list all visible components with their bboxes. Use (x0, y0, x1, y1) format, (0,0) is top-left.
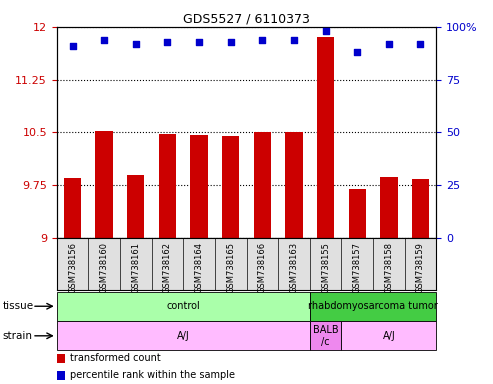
Text: GSM738158: GSM738158 (385, 242, 393, 293)
Text: A/J: A/J (177, 331, 190, 341)
Point (353, 49, 361, 55)
Point (417, 41, 424, 47)
Point (258, 36, 266, 43)
Bar (57, 321, 310, 350)
Text: control: control (166, 301, 200, 311)
Bar (285, 132, 303, 238)
Bar (310, 292, 436, 321)
Point (100, 36, 108, 43)
Text: GSM738166: GSM738166 (258, 242, 267, 293)
Text: GSM738162: GSM738162 (163, 242, 172, 293)
Bar (412, 179, 429, 238)
Bar (159, 134, 176, 238)
Text: GSM738161: GSM738161 (131, 242, 141, 293)
Bar (190, 134, 208, 238)
Point (227, 39, 235, 45)
Text: rhabdomyosarcoma tumor: rhabdomyosarcoma tumor (308, 301, 438, 311)
Point (290, 36, 298, 43)
Bar (57, 371, 65, 380)
Bar (310, 321, 341, 350)
Text: GSM738164: GSM738164 (195, 242, 204, 293)
Point (385, 41, 393, 47)
Text: strain: strain (2, 331, 33, 341)
Bar (127, 175, 144, 238)
Bar (253, 132, 271, 238)
Point (164, 39, 172, 45)
Text: BALB
/c: BALB /c (313, 325, 338, 347)
Bar (380, 177, 397, 238)
Text: GSM738157: GSM738157 (352, 242, 362, 293)
Bar (317, 38, 334, 238)
Bar (341, 321, 436, 350)
Text: percentile rank within the sample: percentile rank within the sample (70, 370, 235, 380)
Point (195, 39, 203, 45)
Point (69, 43, 76, 49)
Bar (57, 354, 65, 363)
Bar (349, 189, 366, 238)
Text: tissue: tissue (2, 301, 34, 311)
Text: GSM738160: GSM738160 (100, 242, 108, 293)
Text: transformed count: transformed count (70, 353, 160, 363)
Text: A/J: A/J (383, 331, 395, 341)
Text: GSM738155: GSM738155 (321, 242, 330, 293)
Bar (57, 292, 310, 321)
Bar (64, 178, 81, 238)
Text: GSM738156: GSM738156 (68, 242, 77, 293)
Title: GDS5527 / 6110373: GDS5527 / 6110373 (183, 13, 310, 26)
Text: GSM738159: GSM738159 (416, 242, 425, 293)
Bar (96, 131, 113, 238)
Text: GSM738163: GSM738163 (289, 242, 298, 293)
Point (321, 28, 329, 34)
Bar (222, 136, 240, 238)
Text: GSM738165: GSM738165 (226, 242, 235, 293)
Point (132, 41, 140, 47)
